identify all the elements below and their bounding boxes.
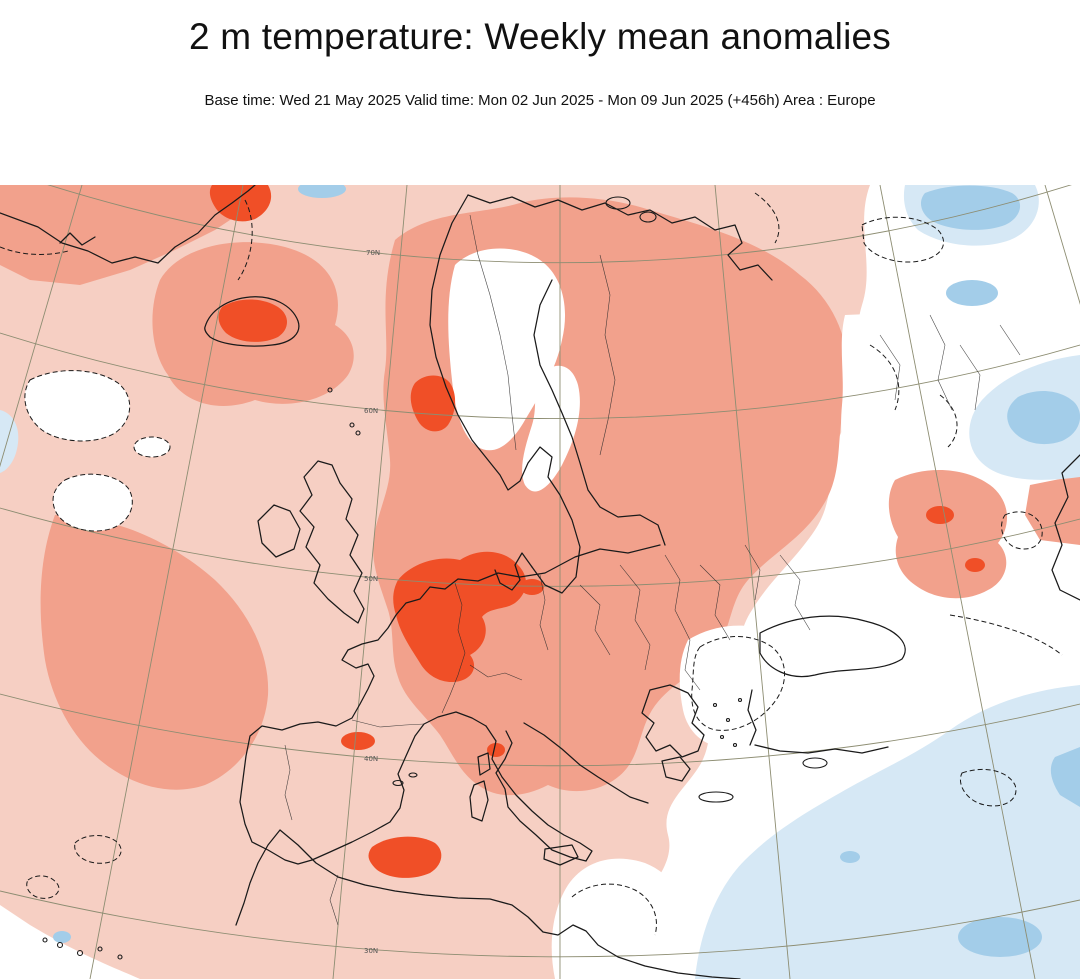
britain-coast bbox=[299, 460, 365, 624]
lat-label-50n: 50N bbox=[364, 575, 378, 583]
cold-right-core bbox=[1007, 391, 1080, 445]
page-title: 2 m temperature: Weekly mean anomalies bbox=[188, 16, 891, 57]
cyprus-coast bbox=[802, 757, 828, 769]
coastlines bbox=[0, 185, 1080, 979]
warm-medium-atlantic bbox=[40, 515, 269, 790]
lat-label-70n: 70N bbox=[366, 249, 380, 257]
anomaly-map: 70N 60N 50N 40N 30N bbox=[0, 185, 1080, 979]
white-atl-blob-b bbox=[53, 474, 133, 531]
warm-strong-layer bbox=[209, 185, 985, 878]
red-iceland bbox=[218, 299, 287, 342]
ireland-coast bbox=[257, 504, 301, 558]
morocco-atlantic-coast bbox=[235, 829, 281, 926]
cold-se-core bbox=[958, 917, 1042, 957]
graticule bbox=[0, 185, 1080, 979]
mainland-west-coast bbox=[239, 544, 661, 865]
country-borders bbox=[284, 214, 1021, 926]
graticule-labels: 70N 60N 50N 40N 30N bbox=[364, 249, 380, 955]
corsica-coast bbox=[477, 752, 491, 776]
turkey-west-coast bbox=[747, 689, 757, 746]
lat-label-30n: 30N bbox=[364, 947, 378, 955]
greece-coast bbox=[641, 684, 705, 758]
caspian-coast bbox=[1051, 454, 1080, 601]
finland-coast bbox=[533, 279, 666, 546]
red-norway bbox=[410, 375, 456, 432]
white-central-med bbox=[551, 858, 700, 979]
black-sea-coast bbox=[759, 615, 906, 678]
turkey-south-coast bbox=[754, 744, 889, 754]
chart-subtitle: Base time: Wed 21 May 2025 Valid time: M… bbox=[204, 92, 876, 109]
red-spain bbox=[341, 732, 375, 750]
red-greenland bbox=[209, 185, 272, 222]
crete-coast bbox=[698, 791, 734, 803]
red-italy bbox=[487, 743, 505, 757]
cold-southeast bbox=[695, 685, 1080, 979]
greenland-coast bbox=[0, 185, 256, 264]
north-africa-coast bbox=[279, 829, 741, 979]
denmark-coast bbox=[494, 552, 533, 591]
cold-layer bbox=[0, 185, 1080, 979]
peloponnese-coast bbox=[661, 756, 691, 782]
sicily-coast bbox=[543, 844, 579, 866]
white-aegean bbox=[679, 625, 798, 748]
lat-label-40n: 40N bbox=[364, 755, 378, 763]
warm-medium-greenland bbox=[0, 185, 255, 285]
white-atl-blob-a bbox=[24, 370, 130, 441]
adriatic-coast bbox=[523, 722, 649, 804]
anomaly-map-svg: 70N 60N 50N 40N 30N bbox=[0, 185, 1080, 979]
cold-top-center bbox=[298, 185, 346, 198]
cold-bottomleft-dot bbox=[53, 931, 71, 943]
white-atl-blob-c bbox=[134, 437, 170, 457]
chart-header: 2 m temperature: Weekly mean anomalies B… bbox=[0, 0, 1080, 109]
arctic-coast bbox=[467, 194, 773, 281]
white-baltic bbox=[522, 365, 580, 492]
iceland-coast bbox=[204, 296, 300, 347]
zero-anomaly-contours bbox=[0, 192, 1063, 936]
red-central-europe bbox=[393, 551, 526, 683]
sardinia-coast bbox=[469, 780, 489, 822]
italy-coast bbox=[485, 725, 593, 862]
scandinavia-coast bbox=[429, 194, 581, 594]
lat-label-60n: 60N bbox=[364, 407, 378, 415]
red-north-africa bbox=[368, 836, 442, 878]
cold-left-sliver bbox=[0, 410, 19, 473]
